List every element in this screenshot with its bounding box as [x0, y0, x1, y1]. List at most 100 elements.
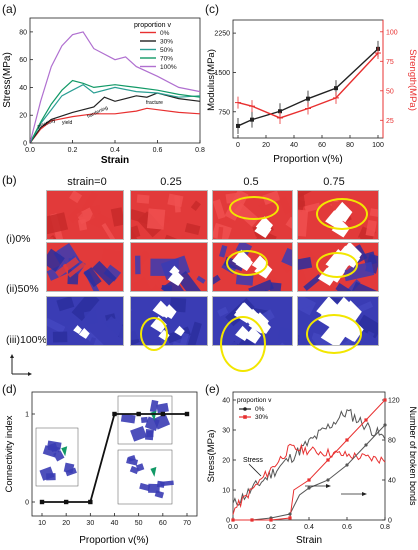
inset-flake — [130, 425, 147, 442]
inset-flake — [149, 399, 159, 413]
panel-d-inset-right-top — [117, 395, 173, 445]
annotation-hardening: hardening — [86, 105, 109, 120]
col-label-strain-0: strain=0 — [67, 176, 107, 188]
snapshot-texture — [131, 191, 201, 239]
panel-e-bonds-0pct — [233, 424, 386, 521]
snapshot-r3-c1 — [46, 296, 124, 346]
panel-c-xlabel: Proportion v(%) — [273, 154, 342, 165]
inset-green-flake — [150, 466, 157, 477]
inset-flake — [140, 416, 148, 423]
panel-d-xtick-label: 10 — [38, 520, 46, 527]
row-label-0pct: (i)0% — [6, 233, 31, 245]
panel-e-ytick-right-label: 40 — [388, 478, 396, 485]
panel-d-ytick-label: 1 — [25, 412, 29, 419]
inset-flake — [39, 466, 55, 481]
panel-d-xtick-label: 40 — [111, 520, 119, 527]
panel-e-stress-label: Stress — [243, 457, 263, 464]
panel-c-chart: 750 1500 2250 25 50 75 100 0 20 40 60 80 100 Propo… — [206, 19, 418, 165]
snapshot-r1-c1 — [46, 190, 124, 240]
panel-b-letter: (b) — [2, 173, 17, 187]
panel-d-inset-left — [35, 427, 79, 487]
snapshot-texture — [47, 191, 123, 239]
snapshot-texture — [47, 297, 123, 345]
panel-e-stress-0pct — [232, 408, 386, 506]
panel-c-strength-line — [237, 52, 379, 119]
panel-d-xtick-label: 70 — [183, 520, 191, 527]
panel-a-legend-label: 30% — [160, 39, 173, 46]
panel-e-ytick-left-label: 20 — [222, 458, 230, 465]
panel-a-xtick-label: 0.8 — [195, 147, 205, 154]
inset-flake — [146, 430, 154, 438]
panel-e-ylabel-right: Number of broken bonds — [408, 406, 418, 506]
panel-c-modulus-point — [236, 123, 240, 128]
panel-d-xtick-label: 50 — [135, 520, 143, 527]
panel-d-point — [63, 499, 69, 505]
snapshot-texture — [47, 243, 122, 291]
panel-c-letter: (c) — [205, 2, 219, 16]
panel-e-xtick-label: 0.2 — [266, 524, 276, 531]
highlight-ellipse-r2c4 — [316, 252, 358, 278]
panel-d-point — [39, 499, 45, 505]
panel-e-bonds-30pct-marker — [269, 518, 273, 522]
col-label-strain-075: 0.75 — [323, 176, 345, 188]
panel-e-ytick-right-label: 0 — [388, 518, 392, 525]
panel-c-frame — [232, 19, 384, 139]
panel-e-xtick-label: 0.0 — [228, 524, 238, 531]
panel-a-ytick-label: 0 — [23, 141, 27, 148]
panel-e-bonds-30pct-marker — [288, 516, 292, 520]
panel-a-chart: 0.0 0.2 0.4 0.6 0.8 0 20 40 60 80 proportion v 0… — [2, 17, 205, 166]
col-label-strain-05: 0.5 — [243, 176, 259, 188]
panel-d-inset-right-bottom — [117, 449, 174, 505]
inset-flake — [160, 480, 174, 487]
inset-flake — [144, 416, 160, 432]
panel-e-bonds-0pct-marker — [326, 478, 330, 482]
inset-flake — [139, 482, 151, 492]
panel-c-xtick-label: 60 — [318, 142, 326, 149]
inset-flake — [49, 442, 59, 452]
snapshot-r2-c2 — [130, 242, 208, 292]
snapshot-texture — [131, 243, 207, 291]
panel-a-legend-label: 100% — [160, 64, 177, 71]
panel-e-legend-0pct: 0% — [255, 406, 265, 413]
inset-flake — [128, 454, 136, 462]
panel-d-letter: (d) — [2, 382, 17, 396]
panel-a-series-0pct — [29, 107, 201, 144]
panel-a-xtick-label: 0.4 — [110, 147, 120, 154]
panel-d-ylabel: Connectivity index — [4, 415, 15, 492]
panel-c-ylabel-left: Modulus(MPa) — [206, 49, 217, 111]
panel-e-bonds-0pct-marker — [288, 512, 292, 516]
highlight-ellipse-r3c3 — [220, 316, 266, 372]
panel-a-xtick-label: 0.0 — [25, 147, 35, 154]
panel-a-series-50pct — [29, 83, 201, 144]
panel-d-xtick-label: 30 — [86, 520, 94, 527]
panel-d-point — [88, 499, 93, 505]
panel-e-legend: proportion v 0% 30% — [237, 397, 272, 421]
panel-c-ylabel-right: Strength(MPa) — [407, 49, 418, 111]
inset-flake — [53, 450, 65, 462]
panel-a-series-30pct — [29, 92, 201, 144]
panel-e-xtick-label: 0.6 — [342, 524, 352, 531]
panel-e-bonds-30pct — [233, 399, 386, 521]
panel-d-xlabel: Proportion v(%) — [79, 535, 148, 546]
orientation-axes-icon — [10, 354, 32, 376]
panel-a-letter: (a) — [2, 2, 17, 16]
panel-d-chart: 10 20 30 40 50 60 70 0 1 Proportion v(%) Connec… — [4, 391, 198, 546]
panel-e-stress-30pct — [232, 443, 386, 515]
inset-flake — [129, 465, 139, 475]
panel-e-ytick-left-label: 30 — [222, 428, 230, 435]
panel-d-ytick-label: 0 — [25, 500, 29, 507]
panel-a-series-100pct — [29, 31, 201, 144]
panel-c-modulus-point — [250, 117, 254, 122]
panel-c-xtick-label: 100 — [372, 142, 384, 149]
scale-bar-label: 50nm — [50, 360, 68, 367]
panel-c-ytick-right-label: 75 — [386, 59, 394, 66]
panel-e-bonds-0pct-marker — [364, 443, 368, 447]
panel-c-modulus-point — [334, 86, 338, 91]
panel-a-ytick-label: 40 — [19, 85, 27, 92]
annotation-fracture: fracture — [146, 100, 163, 106]
panel-d-point — [112, 411, 117, 417]
panel-e-ytick-left-label: 40 — [222, 398, 230, 405]
inset-flake — [65, 467, 77, 477]
panel-c-xtick-label: 40 — [290, 142, 298, 149]
inset-flake — [120, 413, 136, 424]
